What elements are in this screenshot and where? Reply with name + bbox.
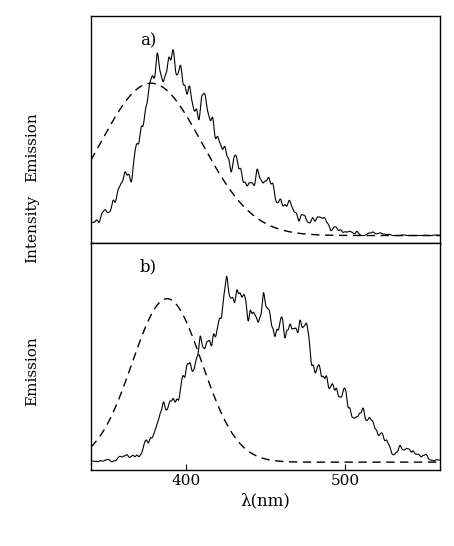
X-axis label: λ(nm): λ(nm)	[241, 492, 291, 509]
Text: Emission: Emission	[25, 112, 39, 182]
Text: a): a)	[140, 32, 156, 49]
Text: Emission: Emission	[25, 336, 39, 406]
Text: b): b)	[140, 259, 157, 276]
Text: Intensity: Intensity	[25, 195, 39, 264]
